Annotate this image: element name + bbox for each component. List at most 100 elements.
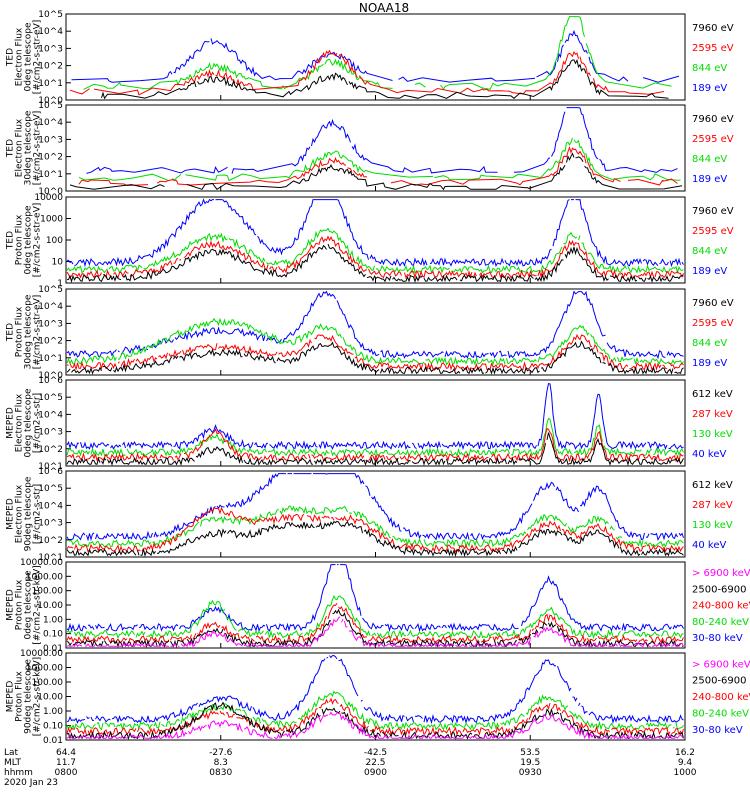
y-tick-label: 10^6 [38, 376, 63, 386]
y-tick-label: 10000.00 [20, 649, 63, 659]
series-group [66, 564, 684, 649]
legend-item: 80-240 keV [692, 617, 749, 628]
y-tick-label: 10^3 [38, 44, 63, 54]
y-tick-label: 1.00 [43, 615, 63, 625]
footer-row-label: 2020 Jan 23 [4, 778, 58, 788]
footer-tick-label: 53.5 [520, 748, 540, 758]
footer-tick-label: 0930 [519, 768, 542, 778]
panel-frame [65, 379, 686, 467]
panel-5: 10^1 10^2 10^3 10^4 10^5 10^6 MEPEDElectron Fl… [6, 376, 733, 472]
y-tick-label: 10^5 [38, 10, 63, 20]
y-tick-label: 10^4 [38, 27, 63, 37]
series-blue [86, 107, 678, 174]
series-blue [66, 655, 684, 725]
y-tick-label: 10^5 [38, 484, 63, 494]
y-tick-label: 100.00 [32, 678, 64, 688]
legend-item: 40 keV [692, 449, 726, 460]
series-green [66, 417, 684, 458]
series-green [66, 594, 684, 640]
legend-item: 2500-6900 [692, 584, 747, 595]
y-tick-label: 0.10 [43, 722, 63, 732]
series-blue [66, 290, 684, 360]
series-red [66, 603, 684, 644]
y-tick-label: 10000 [34, 193, 63, 203]
legend-item: 7960 eV [692, 114, 734, 125]
series-green [66, 505, 684, 549]
legend-item: 240-800 keV [692, 601, 750, 612]
legend-item: 189 eV [692, 358, 727, 369]
legend-item: 130 keV [692, 429, 733, 440]
legend-item: 2595 eV [692, 318, 734, 329]
legend-item: > 6900 keV [692, 659, 750, 670]
y-tick-label: 100.00 [32, 587, 64, 597]
y-tick-label: 10^3 [38, 428, 63, 438]
panel-8: 0.01 0.10 1.00 10.00 100.00 1000.00 10000.00ME… [6, 649, 750, 746]
legend-item: 130 keV [692, 520, 733, 531]
series-blue [66, 383, 684, 451]
legend-item: 7960 eV [692, 23, 734, 34]
y-tick-label: 10^4 [38, 302, 63, 312]
series-black [69, 152, 683, 191]
chart-title: NOAA18 [359, 1, 409, 15]
series-group [66, 198, 684, 284]
legend-item: 7960 eV [692, 298, 734, 309]
footer-tick-label: 11.7 [56, 758, 76, 768]
footer-tick-label: -27.6 [209, 748, 233, 758]
legend-item: 189 eV [692, 174, 727, 185]
panel-frame [65, 196, 686, 284]
footer-row-label: hhmm [4, 768, 33, 778]
y-tick-label: 10^2 [38, 62, 63, 72]
series-red [66, 427, 684, 463]
series-green [78, 137, 681, 182]
series-red [66, 697, 684, 737]
y-tick-label: 0.01 [43, 736, 63, 746]
legend-item: 844 eV [692, 154, 727, 165]
y-tick-label: 10^0 [38, 96, 63, 106]
legend-item: 2595 eV [692, 43, 734, 54]
series-group [66, 290, 684, 375]
footer-row-label: MLT [4, 758, 22, 768]
legend-item: 844 eV [692, 63, 727, 74]
series-green [66, 317, 684, 366]
y-tick-label: 10^2 [38, 153, 63, 163]
legend-item: 2595 eV [692, 226, 734, 237]
y-tick-label: 1000.00 [26, 572, 63, 582]
y-axis-label: TEDProton Flux0deg telescope[#/cm2-s-str… [6, 203, 43, 278]
y-tick-label: 0.10 [43, 630, 63, 640]
series-red [66, 333, 684, 372]
legend-item: 7960 eV [692, 206, 734, 217]
y-tick-label: 10^4 [38, 410, 63, 420]
footer-tick-label: 1000 [674, 768, 697, 778]
legend-item: 40 keV [692, 540, 726, 551]
y-axis-label: MEPEDElectron Flux0deg telescope[#/cm2-s… [6, 388, 43, 458]
panel-7: 0.01 0.10 1.00 10.00 100.00 1000.00 10000.00ME… [6, 558, 750, 654]
footer-tick-label: 16.2 [675, 748, 695, 758]
series-red [78, 146, 678, 187]
y-tick-label: 10^3 [38, 519, 63, 529]
y-tick-label: 10^4 [38, 118, 63, 128]
legend-item: 30-80 keV [692, 725, 743, 736]
series-green [66, 227, 684, 275]
legend-item: 844 eV [692, 246, 727, 257]
legend-item: 2500-6900 [692, 676, 747, 687]
y-axis-label: TEDElectron Flux30deg telescope[#/cm2-s-… [6, 110, 43, 185]
y-tick-label: 10000.00 [20, 558, 63, 568]
series-black [66, 432, 684, 467]
series-red [66, 235, 684, 280]
y-axis-label: TEDElectron Flux0deg telescope[#/cm2-s-s… [6, 20, 43, 95]
legend-item: 612 keV [692, 480, 733, 491]
footer-tick-label: 0900 [364, 768, 387, 778]
y-tick-label: 10.00 [37, 693, 63, 703]
footer-tick-label: 0800 [55, 768, 78, 778]
series-red [66, 506, 684, 554]
footer-tick-label: 9.4 [678, 758, 693, 768]
y-tick-label: 10^0 [38, 371, 63, 381]
y-tick-label: 10^0 [38, 187, 63, 197]
series-magenta [66, 616, 684, 648]
y-tick-label: 10^3 [38, 319, 63, 329]
legend-item: 80-240 keV [692, 709, 749, 720]
panel-frame [65, 13, 686, 101]
